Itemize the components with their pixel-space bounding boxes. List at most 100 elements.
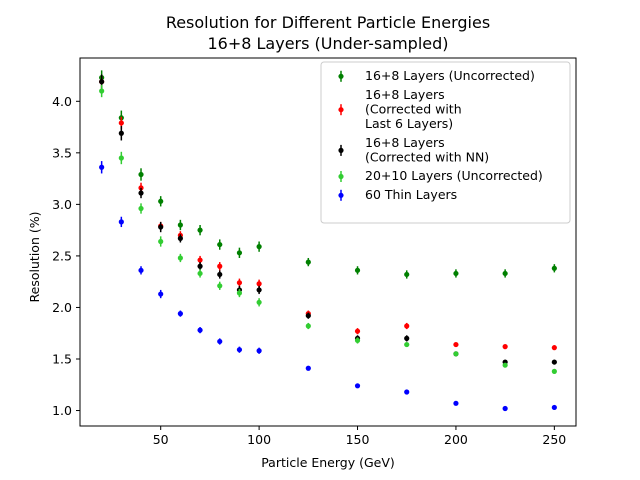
data-point — [158, 198, 164, 204]
x-axis-label: Particle Energy (GeV) — [261, 455, 395, 470]
legend-label-line: (Corrected with NN) — [365, 149, 489, 164]
data-point — [236, 347, 243, 353]
data-point — [138, 190, 144, 196]
data-point — [305, 365, 311, 371]
y-tick-label: 2.0 — [52, 300, 72, 315]
data-point — [197, 257, 203, 263]
legend-marker — [338, 147, 344, 153]
data-point — [177, 222, 183, 228]
y-axis: 1.0 1.5 2.0 2.5 3.0 3.5 4.0 — [52, 94, 80, 418]
data-point — [197, 227, 203, 233]
data-point — [551, 265, 557, 271]
data-point — [217, 338, 223, 345]
chart-subtitle: 16+8 Layers (Under-sampled) — [207, 34, 448, 53]
data-point — [138, 171, 144, 178]
legend-marker — [338, 107, 344, 113]
data-point — [118, 120, 124, 126]
data-point — [502, 270, 508, 277]
chart-title: Resolution for Different Particle Energi… — [166, 13, 490, 32]
series-4 — [99, 84, 557, 374]
data-point — [453, 351, 459, 357]
x-tick-label: 150 — [346, 432, 370, 447]
data-point — [354, 328, 361, 334]
data-point — [236, 290, 243, 296]
data-point — [138, 267, 144, 273]
legend-label: 16+8 Layers (Corrected with NN) — [365, 135, 489, 165]
data-point — [453, 270, 459, 277]
series-5 — [99, 161, 557, 412]
data-point — [118, 130, 124, 136]
y-tick-label: 2.5 — [52, 248, 72, 263]
data-point — [404, 341, 410, 348]
data-point — [138, 205, 144, 212]
data-point — [354, 383, 361, 389]
data-point — [502, 344, 508, 350]
data-point — [118, 155, 124, 161]
legend: 16+8 Layers (Uncorrected)16+8 Layers (Cor… — [320, 61, 571, 224]
data-point — [158, 291, 164, 297]
data-point — [256, 244, 262, 250]
legend-label: 20+10 Layers (Uncorrected) — [365, 168, 543, 183]
data-point — [158, 238, 164, 245]
data-point — [256, 287, 262, 293]
legend-label-line: (Corrected with — [365, 101, 462, 116]
y-axis-label: Resolution (%) — [27, 212, 42, 303]
legend-label-line: Last 6 Layers) — [365, 116, 453, 131]
data-point — [217, 271, 223, 278]
y-tick-label: 3.5 — [52, 145, 72, 160]
data-point — [453, 341, 459, 348]
x-axis: 50 100 150 200 250 — [153, 426, 566, 447]
y-tick-label: 1.5 — [52, 351, 72, 366]
data-point — [404, 389, 410, 395]
x-tick-label: 100 — [247, 432, 271, 447]
series-2 — [99, 75, 557, 351]
data-point — [256, 348, 262, 354]
data-point — [453, 400, 459, 406]
data-point — [502, 405, 508, 412]
data-point — [197, 270, 203, 277]
data-point — [177, 235, 183, 241]
data-point — [197, 263, 203, 269]
data-point — [305, 313, 311, 319]
data-point — [551, 359, 557, 365]
data-point — [354, 337, 361, 344]
data-point — [305, 259, 311, 265]
legend-marker — [338, 192, 344, 198]
legend-label-line: 20+10 Layers (Uncorrected) — [365, 168, 543, 183]
data-point — [256, 281, 262, 287]
data-point — [404, 271, 410, 278]
data-point — [236, 250, 243, 256]
legend-label-line: 16+8 Layers (Uncorrected) — [365, 68, 535, 83]
data-point — [217, 263, 223, 269]
plot-frame — [79, 57, 577, 427]
legend-marker — [338, 73, 344, 79]
legend-label: 16+8 Layers (Corrected with Last 6 Layers) — [365, 87, 462, 131]
data-point — [502, 362, 508, 368]
plot-area — [79, 57, 577, 427]
data-point — [256, 299, 262, 305]
x-tick-label: 250 — [542, 432, 566, 447]
legend-label-line: 16+8 Layers — [365, 135, 445, 150]
data-point — [217, 241, 223, 248]
x-tick-label: 200 — [444, 432, 468, 447]
data-point — [99, 79, 105, 85]
data-point — [217, 283, 223, 289]
legend-label-line: 60 Thin Layers — [365, 187, 457, 202]
data-point — [404, 335, 410, 341]
legend-label: 16+8 Layers (Uncorrected) — [365, 68, 535, 83]
data-point — [551, 345, 557, 351]
data-point — [118, 219, 124, 225]
series-layer — [99, 70, 557, 412]
legend-marker — [338, 173, 344, 180]
data-point — [99, 164, 105, 170]
x-tick-label: 50 — [153, 432, 169, 447]
data-point — [197, 327, 203, 333]
y-tick-label: 3.0 — [52, 197, 72, 212]
data-point — [177, 255, 183, 261]
data-point — [305, 323, 311, 329]
y-tick-label: 1.0 — [52, 403, 72, 418]
data-point — [99, 88, 105, 94]
data-point — [236, 280, 243, 286]
data-point — [354, 267, 361, 273]
